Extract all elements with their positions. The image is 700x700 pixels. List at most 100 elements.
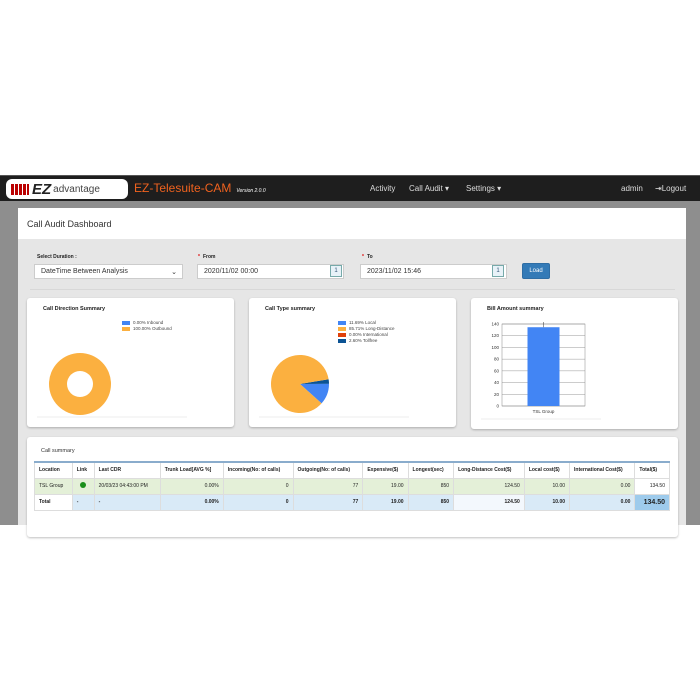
column-header[interactable]: Expensive($): [362, 461, 409, 479]
bill-bar-chart: 0 20 40 60 80 100 120 140 TSL Group: [481, 322, 601, 420]
call-type-card: Call Type summary 11.69% Local 85.71% Lo…: [249, 298, 456, 427]
logout-link[interactable]: ⇥Logout: [655, 184, 686, 193]
divider: [30, 289, 675, 290]
table-cell: 0.00: [569, 477, 636, 495]
table-cell: 0: [222, 493, 294, 511]
x-tick-label: TSL Group: [533, 409, 555, 414]
nav-settings[interactable]: Settings ▾: [466, 184, 501, 193]
table-cell: 850: [407, 493, 455, 511]
column-header[interactable]: Outgoing(No: of calls): [292, 461, 364, 479]
donut-hole: [67, 371, 93, 397]
logo[interactable]: EZ advantage: [6, 179, 128, 199]
table-cell: 0.00: [569, 493, 636, 511]
legend-item: 85.71% Long-Distance: [338, 326, 395, 332]
pie-slice: [271, 355, 329, 413]
chevron-down-icon: ▾: [497, 184, 502, 193]
table-header-row: Location Link Last CDR Trunk Load[AVG %] Inc…: [34, 461, 670, 479]
table-cell: 0.00%: [159, 493, 224, 511]
legend-item: 0.00% Inbound: [122, 320, 172, 326]
table-total-row: Total - -0.00% 0 77 19.00 850 124.50 10.00 0.00 13…: [34, 493, 670, 511]
y-tick-label: 0: [496, 404, 499, 409]
table-title: Call summary: [41, 448, 75, 454]
logo-ez: EZ: [32, 180, 52, 198]
from-label: * From: [198, 254, 216, 260]
table-cell: Total: [34, 493, 73, 511]
y-tick-label: 40: [494, 380, 500, 385]
column-header[interactable]: Last CDR: [93, 461, 161, 479]
y-tick-label: 140: [491, 322, 499, 327]
column-header[interactable]: Local cost($): [523, 461, 571, 479]
column-header[interactable]: Incoming(No: of calls): [222, 461, 294, 479]
table-row[interactable]: TSL Group 20/03/23 04:43:00 PM 0.00% 0 77 19.…: [34, 477, 670, 495]
calendar-icon[interactable]: 1: [330, 265, 342, 277]
chevron-down-icon: ▾: [445, 184, 450, 193]
nav-call-audit[interactable]: Call Audit ▾: [409, 184, 449, 193]
panel-header: [18, 208, 686, 239]
table-cell: 10.00: [523, 493, 571, 511]
table-cell: 10.00: [523, 477, 571, 495]
call-summary-card: Call summary Location Link Last CDR Trunk L…: [27, 437, 678, 537]
table-cell: 134.50: [634, 493, 670, 511]
legend-item: 2.60% Tollfree: [338, 338, 395, 344]
table-cell: 19.00: [362, 493, 409, 511]
logout-icon: ⇥: [655, 184, 662, 193]
y-tick-label: 80: [494, 357, 500, 362]
legend: 11.69% Local 85.71% Long-Distance 0.00% …: [338, 320, 395, 344]
chart-title: Call Type summary: [265, 306, 316, 312]
table-cell: 124.50: [453, 493, 525, 511]
nav-settings-label: Settings: [466, 184, 495, 193]
table-cell: 124.50: [453, 477, 525, 495]
chevron-down-icon: ⌄: [171, 269, 177, 276]
table-cell: 19.00: [362, 477, 409, 495]
table-cell: -: [71, 493, 95, 511]
user-menu[interactable]: admin: [621, 184, 643, 193]
pie-slice: [300, 379, 329, 384]
logout-label: Logout: [661, 184, 687, 193]
calendar-icon[interactable]: 1: [492, 265, 504, 277]
duration-value: DateTime Between Analysis: [41, 268, 128, 275]
column-header[interactable]: Long-Distance Cost($): [453, 461, 525, 479]
table-cell: 850: [407, 477, 455, 495]
column-header[interactable]: Longest(sec): [407, 461, 455, 479]
load-button[interactable]: Load: [522, 263, 550, 279]
to-input[interactable]: 2023/11/02 15:46: [360, 264, 507, 279]
column-header[interactable]: Link: [71, 461, 95, 479]
table-cell: 134.50: [634, 477, 670, 495]
version-label: Version 2.0.0: [236, 188, 266, 194]
app-title: EZ-Telesuite-CAM: [134, 181, 232, 195]
app-title-group: EZ-Telesuite-CAM Version 2.0.0: [134, 181, 266, 195]
y-tick-label: 120: [491, 333, 499, 338]
call-type-pie: [259, 355, 409, 418]
bar: [527, 327, 560, 406]
duration-label: Select Duration :: [37, 254, 77, 260]
legend-item: 100.00% Outbound: [122, 326, 172, 332]
to-label: * To: [362, 254, 373, 260]
y-tick-label: 100: [491, 345, 499, 350]
logo-grid-icon: [11, 183, 29, 195]
table-cell: 0: [222, 477, 294, 495]
table-cell: 77: [292, 477, 364, 495]
legend-item: 11.69% Local: [338, 320, 395, 326]
nav-call-audit-label: Call Audit: [409, 184, 443, 193]
logo-advantage: advantage: [53, 183, 100, 195]
nav-activity[interactable]: Activity: [370, 184, 396, 193]
column-header[interactable]: International Cost($): [569, 461, 636, 479]
from-input[interactable]: 2020/11/02 00:00: [197, 264, 344, 279]
table-cell: 77: [292, 493, 364, 511]
page-title: Call Audit Dashboard: [27, 219, 112, 229]
table-cell: TSL Group: [34, 477, 73, 495]
y-tick-label: 20: [494, 392, 500, 397]
call-direction-card: Call Direction Summary 0.00% Inbound 100…: [27, 298, 234, 427]
column-header[interactable]: Location: [34, 461, 73, 479]
pie-slice: [300, 383, 329, 404]
link-status-icon: [80, 482, 87, 488]
table-cell: [71, 477, 95, 495]
top-navbar: EZ advantage EZ-Telesuite-CAM Version 2.0…: [0, 175, 700, 201]
chart-title: Call Direction Summary: [43, 306, 106, 312]
direction-pie: [37, 353, 187, 418]
legend-item: 0.00% International: [338, 332, 395, 338]
column-header[interactable]: Total($): [634, 461, 670, 479]
duration-select[interactable]: DateTime Between Analysis ⌄: [34, 264, 183, 279]
legend: 0.00% Inbound 100.00% Outbound: [122, 320, 172, 332]
column-header[interactable]: Trunk Load[AVG %]: [159, 461, 224, 479]
